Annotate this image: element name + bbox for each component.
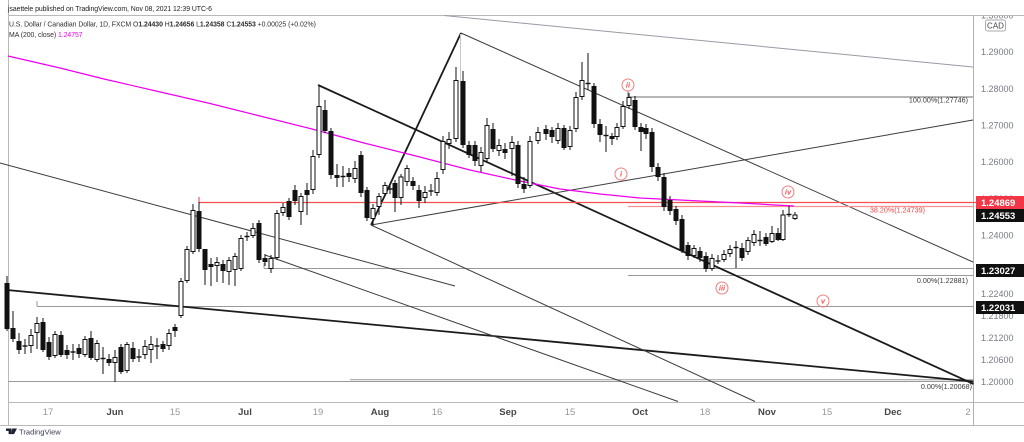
svg-text:15: 15 — [565, 407, 576, 418]
svg-text:iv: iv — [785, 188, 792, 197]
svg-text:1.22400: 1.22400 — [981, 289, 1014, 299]
svg-text:17: 17 — [43, 407, 54, 418]
svg-text:CAD: CAD — [987, 22, 1004, 31]
svg-text:1.21800: 1.21800 — [981, 311, 1014, 321]
svg-text:1.29000: 1.29000 — [981, 47, 1014, 57]
svg-text:100.00%(1.27746): 100.00%(1.27746) — [909, 96, 968, 105]
svg-text:i: i — [620, 170, 623, 179]
svg-text:ii: ii — [626, 81, 631, 90]
svg-text:1.27000: 1.27000 — [981, 121, 1014, 131]
svg-text:19: 19 — [313, 407, 324, 418]
svg-text:MA (200, close) 1.24757: MA (200, close) 1.24757 — [9, 32, 83, 39]
svg-text:Nov: Nov — [758, 407, 777, 418]
svg-text:1.24869: 1.24869 — [981, 198, 1015, 209]
svg-text:16: 16 — [432, 407, 443, 418]
svg-text:1.30000: 1.30000 — [981, 11, 1014, 21]
svg-text:1.24000: 1.24000 — [981, 231, 1014, 241]
svg-text:0.00%(1.22881): 0.00%(1.22881) — [917, 276, 968, 285]
svg-text:0.00%(1.20068): 0.00%(1.20068) — [921, 382, 972, 391]
svg-text:Sep: Sep — [499, 407, 517, 418]
svg-text:1.21200: 1.21200 — [981, 333, 1014, 343]
svg-text:Jun: Jun — [107, 407, 124, 418]
svg-text:Dec: Dec — [884, 407, 901, 418]
svg-text:1.24553: 1.24553 — [981, 211, 1015, 222]
svg-text:38.20%(1.24739): 38.20%(1.24739) — [870, 206, 925, 215]
svg-text:Jul: Jul — [238, 407, 252, 418]
svg-text:1.20600: 1.20600 — [981, 355, 1014, 365]
svg-text:v: v — [821, 297, 826, 306]
svg-text:1.28000: 1.28000 — [981, 84, 1014, 94]
svg-text:U.S. Dollar / Canadian Dollar,: U.S. Dollar / Canadian Dollar, 1D, FXCM … — [9, 22, 316, 29]
svg-text:1.20000: 1.20000 — [981, 377, 1014, 387]
svg-text:2: 2 — [965, 407, 970, 418]
svg-text:TradingView: TradingView — [19, 428, 61, 437]
svg-text:18: 18 — [700, 407, 711, 418]
svg-text:iii: iii — [719, 284, 726, 293]
svg-text:1.22031: 1.22031 — [981, 303, 1016, 314]
svg-text:15: 15 — [170, 407, 181, 418]
svg-text:15: 15 — [822, 407, 833, 418]
svg-text:1.23027: 1.23027 — [981, 266, 1015, 277]
svg-text:1.26000: 1.26000 — [981, 157, 1014, 167]
svg-text:Aug: Aug — [371, 407, 390, 418]
svg-text:Oct: Oct — [632, 407, 649, 418]
svg-text:jsaettele published on Trading: jsaettele published on TradingView.com, … — [7, 6, 212, 13]
